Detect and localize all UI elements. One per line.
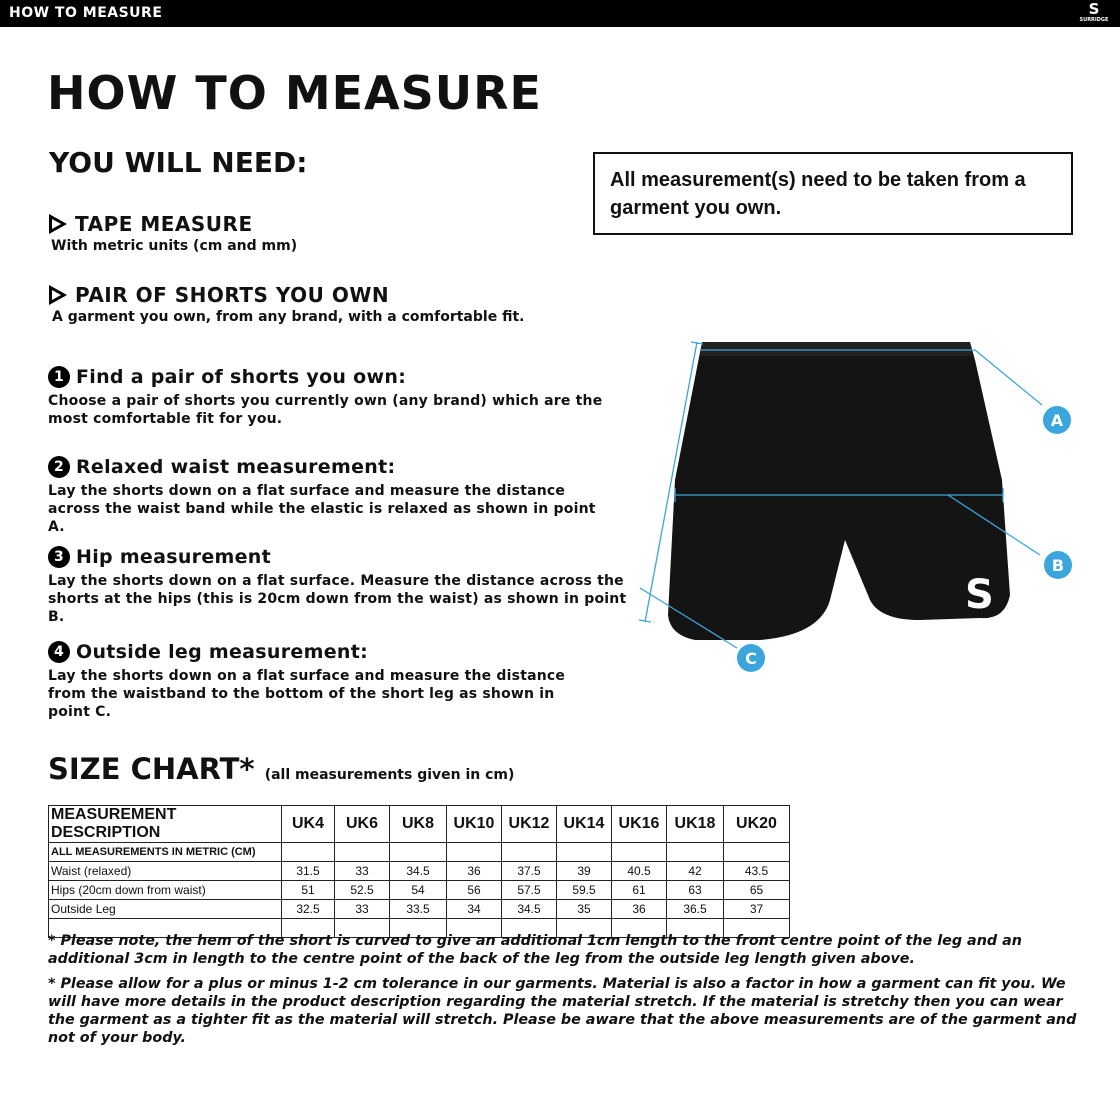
- table-header-row: MEASUREMENT DESCRIPTION UK4 UK6 UK8 UK10…: [48, 805, 790, 843]
- size-chart-title: SIZE CHART*: [48, 752, 255, 786]
- step-desc: Lay the shorts down on a flat surface an…: [48, 668, 566, 720]
- subheader-cell: ALL MEASUREMENTS IN METRIC (CM): [48, 842, 282, 862]
- column-header: UK14: [556, 805, 612, 843]
- size-value: 59.5: [556, 880, 612, 900]
- you-will-need-heading: YOU WILL NEED:: [49, 146, 308, 179]
- step-number: 2: [48, 456, 70, 478]
- step-title: Hip measurement: [76, 546, 272, 568]
- footnote-hem: * Please note, the hem of the short is c…: [48, 933, 1022, 967]
- size-value: 57.5: [501, 880, 557, 900]
- size-value: 51: [281, 880, 335, 900]
- size-chart-table: MEASUREMENT DESCRIPTION UK4 UK6 UK8 UK10…: [48, 805, 790, 938]
- top-bar: HOW TO MEASURE S SURRIDGE: [0, 0, 1120, 27]
- shorts-image: [668, 342, 1010, 640]
- size-value: 36: [611, 899, 667, 919]
- need-item-tape: TAPE MEASURE With metric units (cm and m…: [49, 212, 297, 254]
- size-chart-heading: SIZE CHART* (all measurements given in c…: [48, 752, 514, 786]
- page-title: HOW TO MEASURE: [47, 66, 542, 120]
- size-chart-subtitle: (all measurements given in cm): [264, 767, 515, 783]
- point-a-marker: A: [1043, 406, 1071, 434]
- play-arrow-icon: [49, 214, 67, 234]
- size-value: 54: [389, 880, 447, 900]
- shorts-logo-icon: S: [965, 572, 994, 618]
- column-header: UK8: [389, 805, 447, 843]
- table-row: Outside Leg 32.5 33 33.5 34 34.5 35 36 36.5 37: [48, 899, 790, 919]
- row-label: Hips (20cm down from waist): [48, 880, 282, 900]
- table-subheader-row: ALL MEASUREMENTS IN METRIC (CM): [48, 842, 790, 862]
- need-item-desc: With metric units (cm and mm): [51, 238, 298, 254]
- column-header: MEASUREMENT DESCRIPTION: [48, 805, 282, 843]
- column-header: UK6: [334, 805, 390, 843]
- row-label: Outside Leg: [48, 899, 282, 919]
- step-2: 2 Relaxed waist measurement: Lay the shor…: [48, 456, 608, 536]
- step-desc: Lay the shorts down on a flat surface an…: [48, 483, 596, 535]
- need-item-title: PAIR OF SHORTS YOU OWN: [75, 283, 390, 307]
- table-row: Hips (20cm down from waist) 51 52.5 54 56 57.…: [48, 880, 790, 900]
- size-value: 34.5: [501, 899, 557, 919]
- step-number: 3: [48, 546, 70, 568]
- row-label: Waist (relaxed): [48, 861, 282, 881]
- size-value: 43.5: [723, 861, 790, 881]
- size-value: 61: [611, 880, 667, 900]
- step-number: 4: [48, 641, 70, 663]
- step-title: Outside leg measurement:: [76, 641, 368, 663]
- leg-measure-line: [644, 341, 698, 623]
- point-b-marker: B: [1044, 551, 1072, 579]
- size-value: 36: [446, 861, 502, 881]
- column-header: UK4: [281, 805, 335, 843]
- size-value: 39: [556, 861, 612, 881]
- point-c-marker: C: [737, 644, 765, 672]
- footnote-tolerance: * Please allow for a plus or minus 1-2 c…: [48, 976, 1077, 1046]
- size-value: 31.5: [281, 861, 335, 881]
- header-title: HOW TO MEASURE: [9, 5, 163, 21]
- step-number: 1: [48, 366, 70, 388]
- step-title: Relaxed waist measurement:: [76, 456, 396, 478]
- shorts-diagram: S A B C: [638, 341, 1072, 672]
- size-value: 33: [334, 899, 390, 919]
- notice-box: All measurement(s) need to be taken from…: [593, 152, 1073, 235]
- step-desc: Choose a pair of shorts you currently ow…: [48, 393, 603, 427]
- need-item-shorts: PAIR OF SHORTS YOU OWN A garment you own…: [49, 283, 524, 325]
- size-value: 33: [334, 861, 390, 881]
- size-value: 34.5: [389, 861, 447, 881]
- size-value: 37.5: [501, 861, 557, 881]
- column-header: UK16: [611, 805, 667, 843]
- size-value: 35: [556, 899, 612, 919]
- need-item-title: TAPE MEASURE: [75, 212, 253, 236]
- size-value: 56: [446, 880, 502, 900]
- size-value: 33.5: [389, 899, 447, 919]
- point-a-label: A: [1051, 411, 1064, 430]
- size-value: 34: [446, 899, 502, 919]
- table-empty-row: [48, 918, 790, 938]
- size-value: 65: [723, 880, 790, 900]
- need-item-desc: A garment you own, from any brand, with …: [52, 309, 525, 325]
- step-1: 1 Find a pair of shorts you own: Choose a…: [48, 366, 628, 428]
- size-value: 63: [666, 880, 724, 900]
- point-c-label: C: [745, 649, 757, 668]
- size-value: 40.5: [611, 861, 667, 881]
- column-header: UK18: [666, 805, 724, 843]
- column-header: UK20: [723, 805, 790, 843]
- surridge-logo: S SURRIDGE: [1079, 0, 1109, 24]
- size-value: 36.5: [666, 899, 724, 919]
- size-value: 37: [723, 899, 790, 919]
- step-desc: Lay the shorts down on a flat surface. M…: [48, 573, 627, 625]
- column-header: UK12: [501, 805, 557, 843]
- column-header: UK10: [446, 805, 502, 843]
- size-value: 42: [666, 861, 724, 881]
- table-row: Waist (relaxed) 31.5 33 34.5 36 37.5 39 40.5 42 4…: [48, 861, 790, 881]
- size-value: 52.5: [334, 880, 390, 900]
- step-title: Find a pair of shorts you own:: [76, 366, 407, 388]
- play-arrow-icon: [49, 285, 67, 305]
- point-b-label: B: [1052, 556, 1064, 575]
- step-3: 3 Hip measurement Lay the shorts down on …: [48, 546, 638, 626]
- step-4: 4 Outside leg measurement: Lay the shorts…: [48, 641, 593, 721]
- size-value: 32.5: [281, 899, 335, 919]
